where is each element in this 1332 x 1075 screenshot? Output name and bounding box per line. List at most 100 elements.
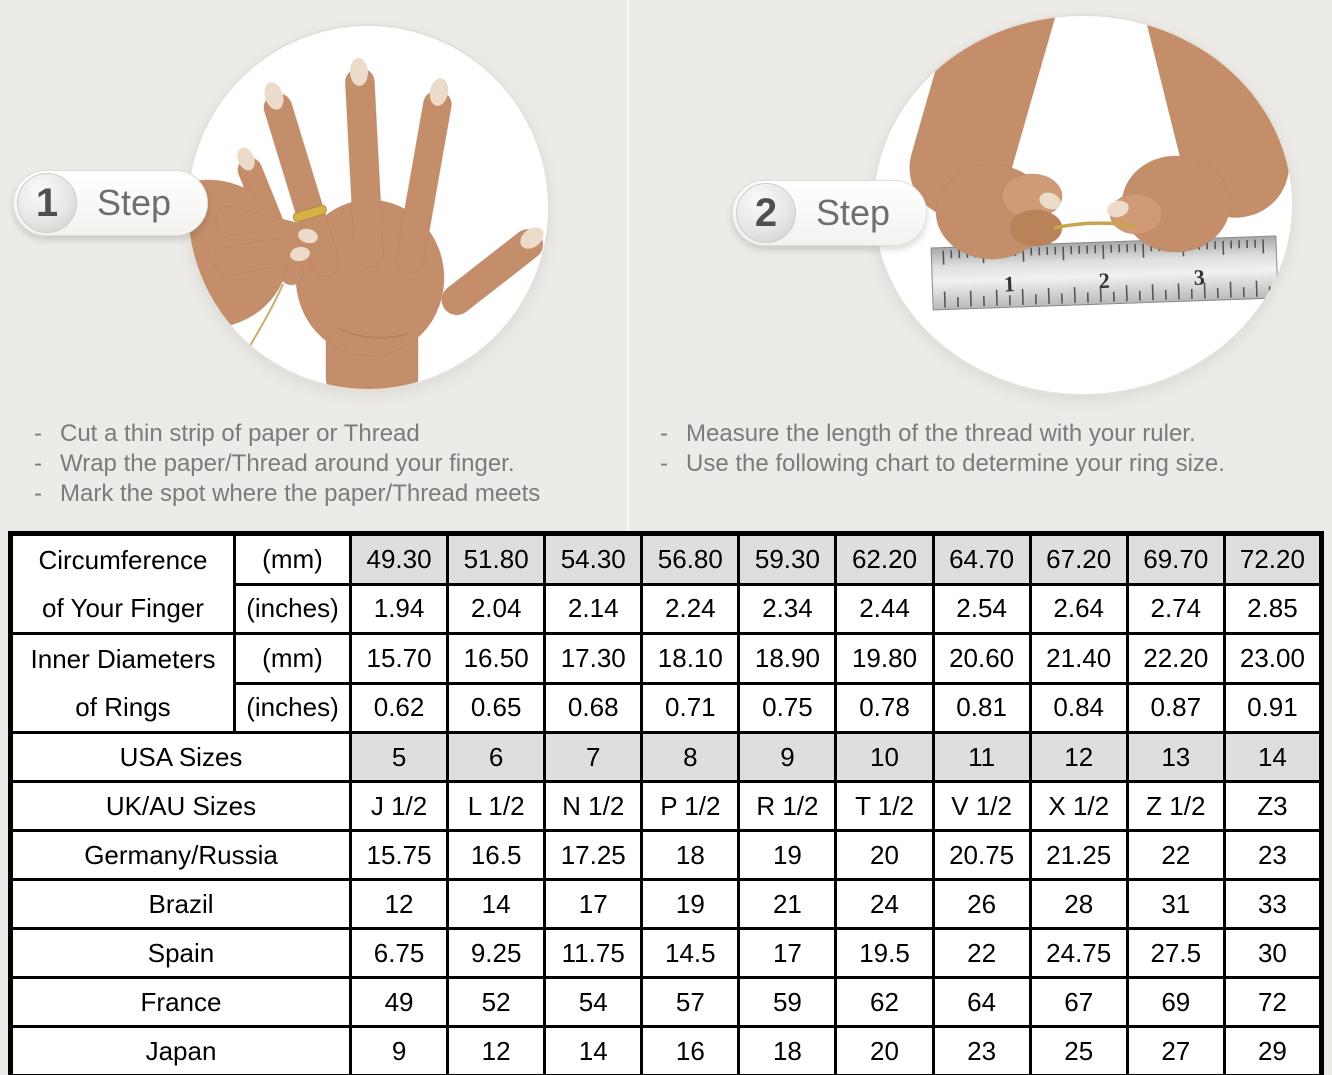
value-cell: 14.5 <box>640 927 741 979</box>
value-cell: V 1/2 <box>931 780 1032 832</box>
left-hand <box>909 16 1064 260</box>
row-label: USA Sizes <box>9 731 352 783</box>
value-cell: 17.30 <box>543 632 644 685</box>
value-cell: 25 <box>1028 1025 1129 1075</box>
value-cell: 0.84 <box>1028 681 1129 734</box>
step2-label: Step <box>816 192 891 233</box>
instruction-text: Cut a thin strip of paper or Thread <box>60 420 420 447</box>
bullet-dash: - <box>34 480 42 507</box>
value-cell: 0.91 <box>1222 681 1324 734</box>
value-cell: 15.75 <box>348 829 450 881</box>
value-cell: 67.20 <box>1028 532 1129 586</box>
fingernails <box>1039 192 1129 218</box>
instruction-line: - Measure the length of the thread with … <box>660 422 1325 446</box>
value-cell: 18.90 <box>737 632 838 685</box>
value-cell: 19 <box>640 878 741 930</box>
value-cell: 17 <box>737 927 838 979</box>
row-label: Circumference of Your Finger <box>9 532 236 635</box>
value-cell: 24 <box>834 878 935 930</box>
bullet-dash: - <box>660 420 668 447</box>
value-cell: 12 <box>446 1025 547 1075</box>
step1-badge: 1 Step <box>13 170 209 236</box>
value-cell: 0.78 <box>834 681 935 734</box>
value-cell: 59.30 <box>737 532 838 586</box>
value-cell: 62 <box>834 976 935 1028</box>
value-cell: 0.71 <box>640 681 741 734</box>
table-row: (inches) 1.94 2.04 2.14 2.24 2.34 2.44 2.54 2.64… <box>11 582 1324 635</box>
table-row: USA Sizes 5 6 7 8 9 10 11 12 13 14 <box>9 731 1324 783</box>
value-cell: 49 <box>348 976 450 1028</box>
value-cell: 57 <box>640 976 741 1028</box>
row-label: Japan <box>9 1025 352 1075</box>
unit-label: (mm) <box>233 532 352 586</box>
value-cell: L 1/2 <box>446 780 547 832</box>
value-cell: 69 <box>1125 976 1226 1028</box>
value-cell: 19.5 <box>834 927 935 979</box>
value-cell: 64 <box>931 976 1032 1028</box>
value-cell: 2.64 <box>1028 582 1129 635</box>
value-cell: 21.40 <box>1028 632 1129 685</box>
table-row: Spain 6.75 9.25 11.75 14.5 17 19.5 22 24.75 27.5 3… <box>9 927 1324 979</box>
row-label: Spain <box>9 927 352 979</box>
row-label: France <box>9 976 352 1028</box>
value-cell: 15.70 <box>348 632 450 685</box>
value-cell: 20.60 <box>931 632 1032 685</box>
value-cell: 17 <box>543 878 644 930</box>
value-cell: 2.54 <box>931 582 1032 635</box>
value-cell: 28 <box>1028 878 1129 930</box>
value-cell: 56.80 <box>640 532 741 586</box>
value-cell: 54.30 <box>543 532 644 586</box>
value-cell: 19.80 <box>834 632 935 685</box>
value-cell: 0.87 <box>1125 681 1226 734</box>
table-row: UK/AU Sizes J 1/2 L 1/2 N 1/2 P 1/2 R 1/2 T 1/… <box>9 780 1324 832</box>
ruler-numbers: 1 2 3 <box>1003 264 1205 296</box>
table-row: Inner Diameters of Rings (mm) 15.70 16.50 17.… <box>9 632 1324 734</box>
value-cell: 67 <box>1028 976 1129 1028</box>
value-cell: Z3 <box>1222 780 1324 832</box>
value-cell: 2.85 <box>1222 582 1324 635</box>
value-cell: T 1/2 <box>834 780 935 832</box>
thread <box>229 283 284 381</box>
value-cell: 7 <box>543 731 644 783</box>
unit-label: (mm) <box>233 632 352 685</box>
ruler-number: 2 <box>1098 268 1110 293</box>
value-cell: 16.50 <box>446 632 547 685</box>
value-cell: X 1/2 <box>1028 780 1129 832</box>
value-cell: 23 <box>1222 829 1324 881</box>
value-cell: 14 <box>446 878 547 930</box>
step1-label: Step <box>97 182 172 223</box>
value-cell: 19 <box>737 829 838 881</box>
ruler-ticks <box>943 280 1271 308</box>
row-label: Brazil <box>9 878 352 930</box>
row-label: Germany/Russia <box>9 829 352 881</box>
step2-photo-circle: 1 2 3 <box>872 14 1294 396</box>
value-cell: 0.68 <box>543 681 644 734</box>
hand-with-thread-illustration <box>188 58 544 389</box>
instruction-text: Measure the length of the thread with yo… <box>686 420 1196 447</box>
value-cell: 0.62 <box>348 681 450 734</box>
value-cell: 20.75 <box>931 829 1032 881</box>
bullet-dash: - <box>34 450 42 477</box>
value-cell: 0.81 <box>931 681 1032 734</box>
value-cell: 49.30 <box>348 532 450 586</box>
value-cell: 0.65 <box>446 681 547 734</box>
value-cell: 21 <box>737 878 838 930</box>
value-cell: 23.00 <box>1222 632 1324 685</box>
value-cell: 8 <box>640 731 741 783</box>
unit-label: (inches) <box>233 681 352 734</box>
table-row: (inches) 0.62 0.65 0.68 0.71 0.75 0.78 0.81 0.84… <box>11 681 1324 734</box>
value-cell: 12 <box>348 878 450 930</box>
panel-divider <box>627 0 629 531</box>
step1-number: 1 <box>17 173 77 233</box>
step2-badge: 2 Step <box>732 180 928 246</box>
value-cell: 31 <box>1125 878 1226 930</box>
thread <box>1053 221 1137 230</box>
table-row: Germany/Russia 15.75 16.5 17.25 18 19 20 20.75 2… <box>9 829 1324 881</box>
right-hand <box>1109 16 1290 253</box>
value-cell: 30 <box>1222 927 1324 979</box>
value-cell: 24.75 <box>1028 927 1129 979</box>
value-cell: 2.34 <box>737 582 838 635</box>
table-row: Japan 9 12 14 16 18 20 23 25 27 29 <box>9 1025 1324 1075</box>
value-cell: 17.25 <box>543 829 644 881</box>
value-cell: 22 <box>931 927 1032 979</box>
